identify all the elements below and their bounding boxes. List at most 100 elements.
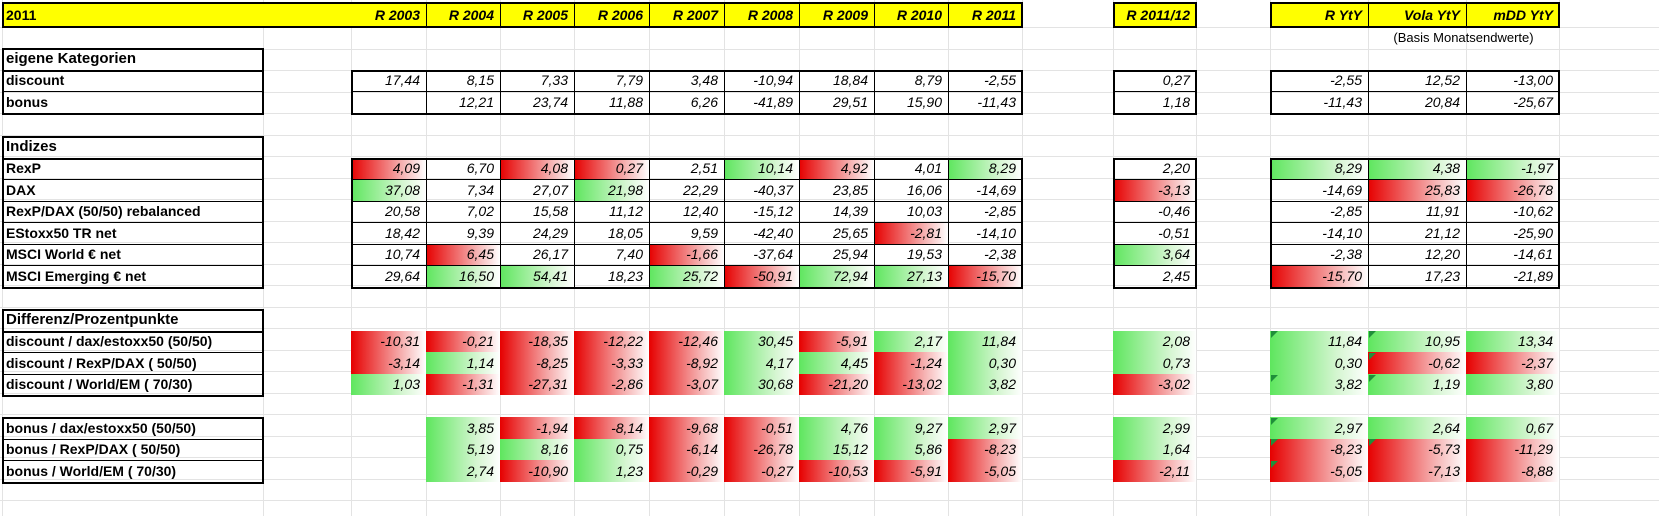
value-cell[interactable]: 4,01	[914, 160, 942, 177]
stat-cell[interactable]: -14,69	[1322, 181, 1362, 198]
value-cell[interactable]: -10,94	[753, 72, 793, 89]
value-cell[interactable]: 24,29	[532, 224, 568, 241]
stat-cell[interactable]: -14,10	[1322, 224, 1362, 241]
value-cell[interactable]: 0,27	[574, 157, 649, 179]
value-cell[interactable]: 12,40	[682, 203, 718, 220]
value-cell[interactable]: 17,44	[384, 72, 420, 89]
row-label[interactable]: EStoxx50 TR net	[6, 224, 117, 241]
value-cell[interactable]: 2,97	[948, 417, 1022, 439]
value-cell[interactable]: -9,68	[649, 417, 724, 439]
stat-cell[interactable]: -10,62	[1513, 203, 1553, 220]
value-cell[interactable]	[351, 460, 426, 482]
stat-cell[interactable]: -26,78	[1466, 179, 1559, 201]
period-cell[interactable]: 2,20	[1162, 160, 1190, 177]
stat-cell[interactable]: -0,62	[1368, 352, 1466, 374]
period-cell[interactable]: 1,18	[1162, 93, 1190, 110]
header-title[interactable]: 2011	[2, 3, 263, 27]
stat-cell[interactable]: 4,38	[1368, 157, 1466, 179]
stat-cell[interactable]: -25,67	[1513, 93, 1553, 110]
value-cell[interactable]: 29,51	[832, 93, 868, 110]
stat-cell[interactable]: -2,55	[1330, 72, 1362, 89]
period-cell[interactable]: -3,02	[1113, 373, 1196, 395]
stat-cell[interactable]: -2,85	[1330, 203, 1362, 220]
value-cell[interactable]: 0,30	[948, 352, 1022, 374]
value-cell[interactable]: -41,89	[753, 93, 793, 110]
stat-cell[interactable]: 11,84	[1270, 330, 1368, 352]
header-stat[interactable]: mDD YtY	[1466, 3, 1559, 27]
period-cell[interactable]: 2,99	[1113, 417, 1196, 439]
period-cell[interactable]: 3,64	[1113, 243, 1196, 265]
stat-cell[interactable]: 3,82	[1270, 373, 1368, 395]
value-cell[interactable]: -14,10	[976, 224, 1016, 241]
value-cell[interactable]: 7,34	[466, 181, 494, 198]
value-cell[interactable]: -1,66	[649, 243, 724, 265]
value-cell[interactable]: -2,38	[984, 246, 1016, 263]
value-cell[interactable]: 0,75	[574, 438, 649, 460]
value-cell[interactable]: 5,19	[426, 438, 500, 460]
period-cell[interactable]: -0,46	[1158, 203, 1190, 220]
header-year[interactable]: R 2007	[649, 3, 724, 27]
stat-cell[interactable]: -25,90	[1513, 224, 1553, 241]
value-cell[interactable]: 8,29	[948, 157, 1022, 179]
value-cell[interactable]: 4,76	[799, 417, 874, 439]
value-cell[interactable]: -1,94	[500, 417, 574, 439]
value-cell[interactable]: 9,59	[690, 224, 718, 241]
value-cell[interactable]: 19,53	[906, 246, 942, 263]
stat-cell[interactable]: -8,23	[1270, 438, 1368, 460]
value-cell[interactable]: -14,69	[976, 181, 1016, 198]
value-cell[interactable]: 10,03	[906, 203, 942, 220]
value-cell[interactable]: 23,85	[832, 181, 868, 198]
value-cell[interactable]: -15,70	[948, 265, 1022, 287]
stat-cell[interactable]: -11,43	[1323, 93, 1362, 110]
period-cell[interactable]: -2,11	[1113, 460, 1196, 482]
value-cell[interactable]: 26,17	[532, 246, 568, 263]
stat-cell[interactable]: -2,37	[1466, 352, 1559, 374]
value-cell[interactable]: 8,79	[914, 72, 942, 89]
value-cell[interactable]: -12,22	[574, 330, 649, 352]
value-cell[interactable]: 25,65	[832, 224, 868, 241]
row-label[interactable]: bonus / World/EM ( 70/30)	[6, 462, 177, 479]
value-cell[interactable]: 18,84	[832, 72, 868, 89]
stat-cell[interactable]: 21,12	[1424, 224, 1460, 241]
value-cell[interactable]: 27,07	[532, 181, 568, 198]
value-cell[interactable]: -3,33	[574, 352, 649, 374]
value-cell[interactable]: -12,46	[649, 330, 724, 352]
value-cell[interactable]: 4,17	[724, 352, 799, 374]
value-cell[interactable]: 7,79	[615, 72, 643, 89]
value-cell[interactable]: 6,70	[466, 160, 494, 177]
value-cell[interactable]: 7,40	[615, 246, 643, 263]
value-cell[interactable]: 2,17	[874, 330, 948, 352]
period-cell[interactable]: 2,45	[1162, 267, 1190, 284]
value-cell[interactable]: -3,14	[351, 352, 426, 374]
value-cell[interactable]: -10,31	[351, 330, 426, 352]
stat-cell[interactable]: -2,38	[1330, 246, 1362, 263]
row-label[interactable]: bonus / RexP/DAX ( 50/50)	[6, 441, 181, 458]
value-cell[interactable]: 18,42	[384, 224, 420, 241]
header-year[interactable]: R 2004	[426, 3, 500, 27]
value-cell[interactable]	[351, 417, 426, 439]
row-label[interactable]: RexP	[6, 160, 42, 177]
value-cell[interactable]: 10,14	[724, 157, 799, 179]
value-cell[interactable]: -0,21	[426, 330, 500, 352]
value-cell[interactable]: -0,29	[649, 460, 724, 482]
value-cell[interactable]: 9,27	[874, 417, 948, 439]
value-cell[interactable]	[351, 439, 426, 461]
header-year[interactable]: R 2008	[724, 3, 799, 27]
value-cell[interactable]: -8,25	[500, 352, 574, 374]
value-cell[interactable]: 16,06	[906, 181, 942, 198]
stat-cell[interactable]: -15,70	[1270, 265, 1368, 287]
row-label[interactable]: MSCI World € net	[6, 246, 121, 263]
value-cell[interactable]: -5,91	[874, 460, 948, 482]
stat-cell[interactable]: 2,97	[1270, 417, 1368, 439]
value-cell[interactable]: -21,20	[799, 373, 874, 395]
value-cell[interactable]: 16,50	[426, 265, 500, 287]
value-cell[interactable]: -18,35	[500, 330, 574, 352]
value-cell[interactable]: -10,90	[500, 460, 574, 482]
header-year[interactable]: R 2009	[799, 3, 874, 27]
stat-cell[interactable]: 25,83	[1368, 179, 1466, 201]
stat-cell[interactable]: 0,30	[1270, 352, 1368, 374]
stat-cell[interactable]: 2,64	[1368, 417, 1466, 439]
value-cell[interactable]: -2,55	[984, 72, 1016, 89]
value-cell[interactable]: 25,72	[649, 265, 724, 287]
stat-cell[interactable]: -8,88	[1466, 460, 1559, 482]
